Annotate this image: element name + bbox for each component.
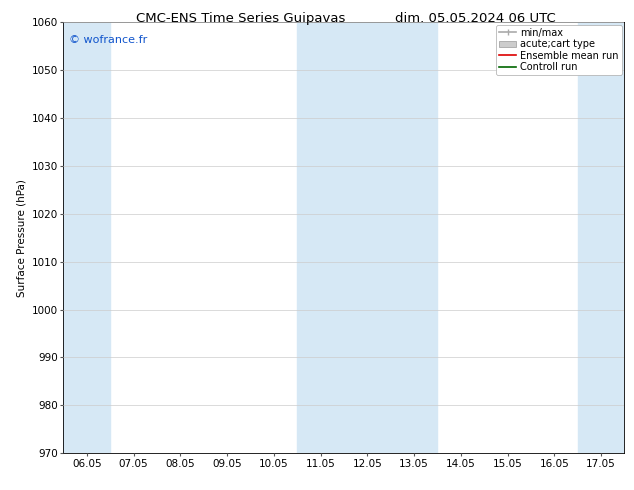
Bar xyxy=(63,22,110,453)
Bar xyxy=(297,22,437,453)
Text: dim. 05.05.2024 06 UTC: dim. 05.05.2024 06 UTC xyxy=(395,12,556,25)
Bar xyxy=(578,22,624,453)
Text: © wofrance.fr: © wofrance.fr xyxy=(69,35,147,45)
Legend: min/max, acute;cart type, Ensemble mean run, Controll run: min/max, acute;cart type, Ensemble mean … xyxy=(496,25,621,75)
Y-axis label: Surface Pressure (hPa): Surface Pressure (hPa) xyxy=(16,179,26,296)
Text: CMC-ENS Time Series Guipavas: CMC-ENS Time Series Guipavas xyxy=(136,12,346,25)
